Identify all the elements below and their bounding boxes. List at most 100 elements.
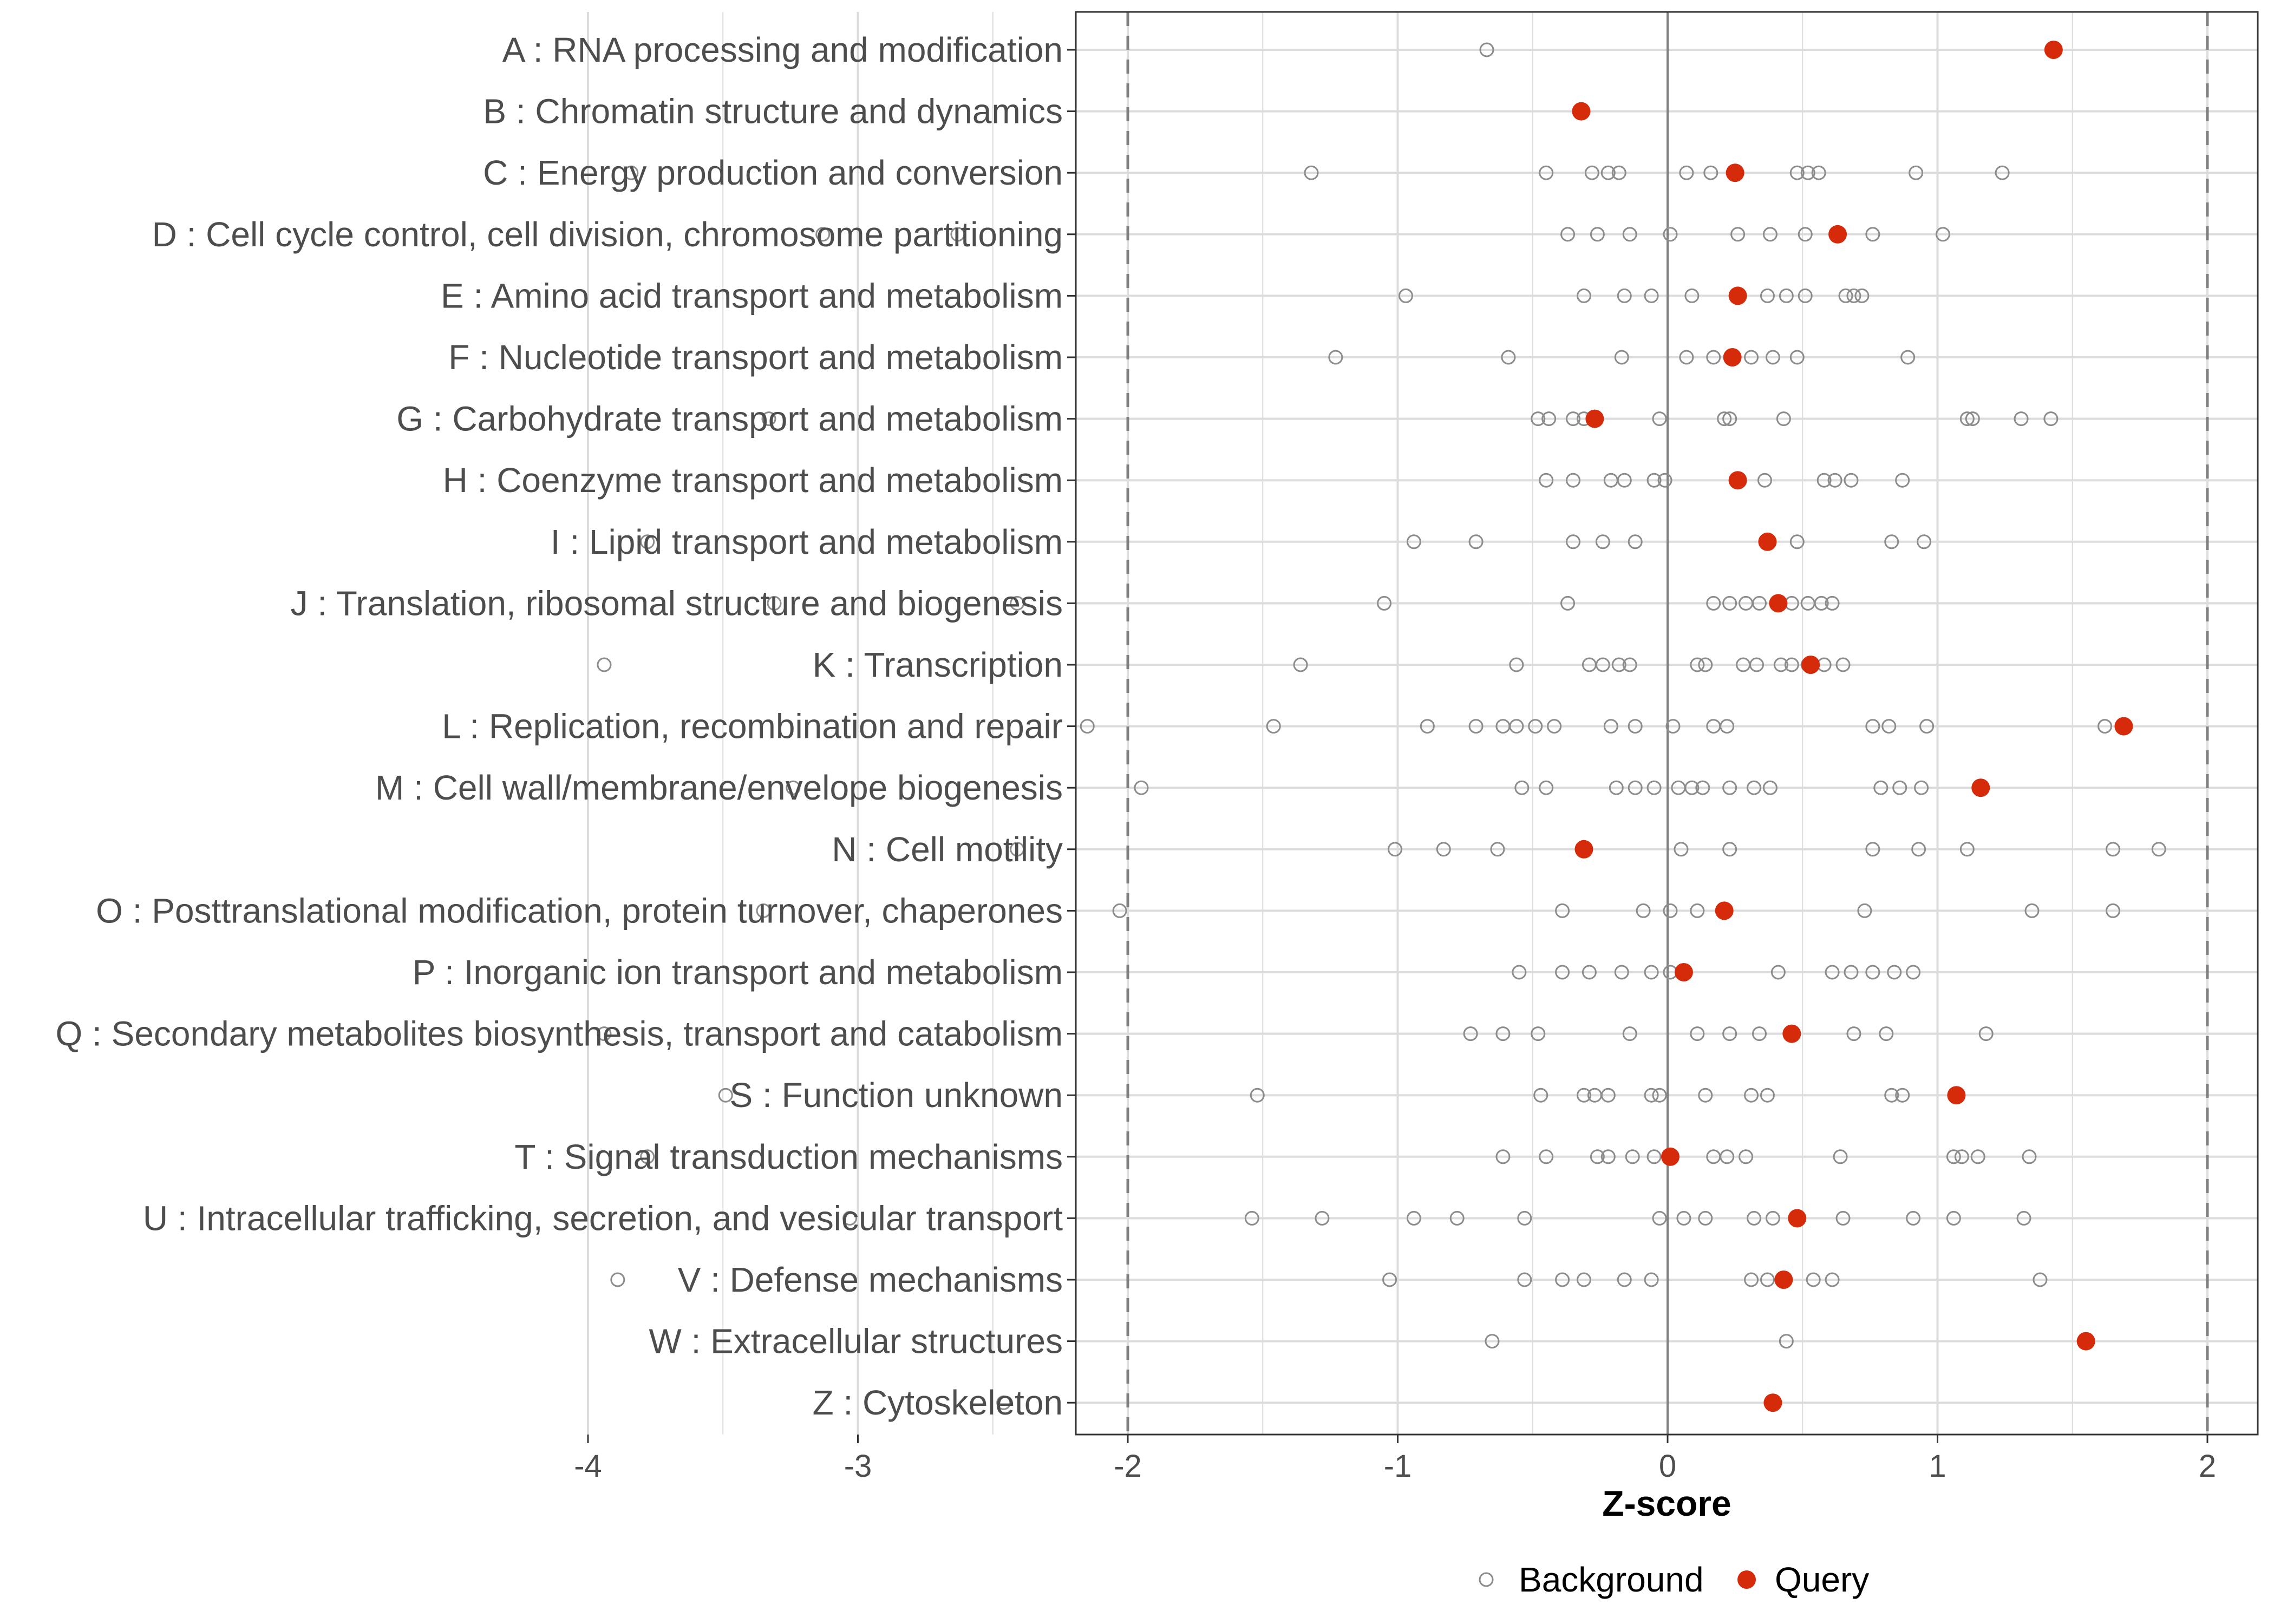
category-label: O : Posttranslational modification, prot…: [96, 891, 1063, 930]
background-point: [1479, 42, 1494, 57]
query-point: [2114, 717, 2133, 736]
background-point: [1468, 719, 1484, 734]
background-point: [1846, 1026, 1861, 1042]
background-point: [1547, 719, 1562, 734]
background-point: [1911, 842, 1926, 857]
background-point: [1690, 657, 1705, 672]
background-point: [1706, 350, 1721, 365]
background-point: [1744, 1272, 1759, 1287]
background-point: [1490, 842, 1505, 857]
category-label: I : Lipid transport and metabolism: [551, 522, 1063, 561]
x-axis-title: Z-score: [1602, 1483, 1731, 1523]
background-point: [1644, 965, 1659, 980]
background-point: [1328, 350, 1343, 365]
background-point: [786, 780, 801, 795]
background-point: [1485, 1334, 1500, 1349]
background-point: [1909, 165, 1924, 180]
background-point: [1646, 1149, 1662, 1164]
background-point: [1914, 780, 1929, 795]
background-point: [1663, 903, 1678, 918]
background-point: [1406, 1210, 1421, 1226]
background-point: [1752, 595, 1767, 611]
background-point: [2151, 842, 2166, 857]
query-point: [1828, 225, 1847, 244]
background-point: [1463, 1026, 1478, 1042]
background-point: [1816, 473, 1832, 488]
background-point: [1838, 288, 1853, 303]
background-point: [1800, 165, 1815, 180]
background-point: [1946, 1149, 1961, 1164]
background-point: [1468, 534, 1484, 549]
background-point: [1611, 165, 1626, 180]
background-point: [1895, 473, 1910, 488]
background-point: [1744, 1088, 1759, 1103]
background-point: [1603, 719, 1618, 734]
query-point: [2044, 41, 2063, 59]
background-point: [1644, 288, 1659, 303]
category-label: E : Amino acid transport and metabolism: [441, 276, 1063, 315]
background-point: [756, 903, 771, 918]
query-point: [2076, 1332, 2095, 1351]
background-point: [1954, 1149, 1969, 1164]
background-point: [1582, 965, 1597, 980]
query-point: [1763, 1393, 1782, 1412]
x-tick-label: -4: [574, 1449, 602, 1484]
background-point: [1722, 411, 1737, 427]
background-point: [1789, 165, 1805, 180]
x-tick-label: 1: [1929, 1449, 1946, 1484]
query-point: [1661, 1147, 1680, 1166]
background-point: [1703, 165, 1718, 180]
background-point: [1636, 903, 1651, 918]
background-point: [1628, 780, 1643, 795]
background-point: [1873, 780, 1889, 795]
background-point: [1646, 473, 1662, 488]
category-label: Z : Cytoskeleton: [813, 1383, 1063, 1422]
background-point: [1617, 288, 1632, 303]
query-point: [1715, 901, 1734, 920]
background-point: [1844, 473, 1859, 488]
background-point: [1965, 411, 1980, 427]
background-point: [1978, 1026, 1994, 1042]
category-label: D : Cell cycle control, cell division, c…: [152, 215, 1063, 254]
background-point: [1827, 473, 1842, 488]
background-point: [1865, 965, 1880, 980]
category-label: F : Nucleotide transport and metabolism: [448, 338, 1063, 377]
background-point: [1825, 1272, 1840, 1287]
background-point: [1600, 1149, 1616, 1164]
query-point: [1723, 348, 1742, 366]
background-point: [1900, 350, 1916, 365]
background-point: [1406, 534, 1421, 549]
background-point: [1622, 1026, 1637, 1042]
background-point: [1760, 1088, 1775, 1103]
query-point: [1769, 594, 1788, 613]
background-point: [1770, 965, 1786, 980]
background-point: [1663, 227, 1678, 242]
background-point: [1844, 965, 1859, 980]
background-point: [1865, 719, 1880, 734]
category-label: K : Transcription: [813, 645, 1063, 684]
category-label: P : Inorganic ion transport and metaboli…: [413, 953, 1063, 992]
query-point: [1728, 286, 1747, 305]
query-point: [1947, 1086, 1966, 1105]
background-point: [1315, 1210, 1330, 1226]
background-point: [1935, 227, 1950, 242]
background-point: [1514, 780, 1530, 795]
background-point: [1010, 595, 1025, 611]
x-tick-label: -3: [844, 1449, 872, 1484]
background-point: [1814, 595, 1829, 611]
background-point: [1539, 473, 1554, 488]
background-point: [1995, 165, 2010, 180]
background-point: [1555, 1272, 1570, 1287]
background-point: [1919, 719, 1935, 734]
x-axis-ticks: -4-3-2-101234: [574, 1435, 2216, 1484]
background-point: [1970, 1149, 1985, 1164]
legend-background-label: Background: [1519, 1560, 1704, 1599]
background-point: [1495, 1149, 1511, 1164]
background-point: [1644, 1272, 1659, 1287]
background-point: [1611, 657, 1626, 672]
background-point: [1576, 288, 1591, 303]
background-point: [1266, 719, 1281, 734]
background-point: [640, 534, 655, 549]
query-point: [1728, 471, 1747, 490]
background-point: [1528, 719, 1543, 734]
